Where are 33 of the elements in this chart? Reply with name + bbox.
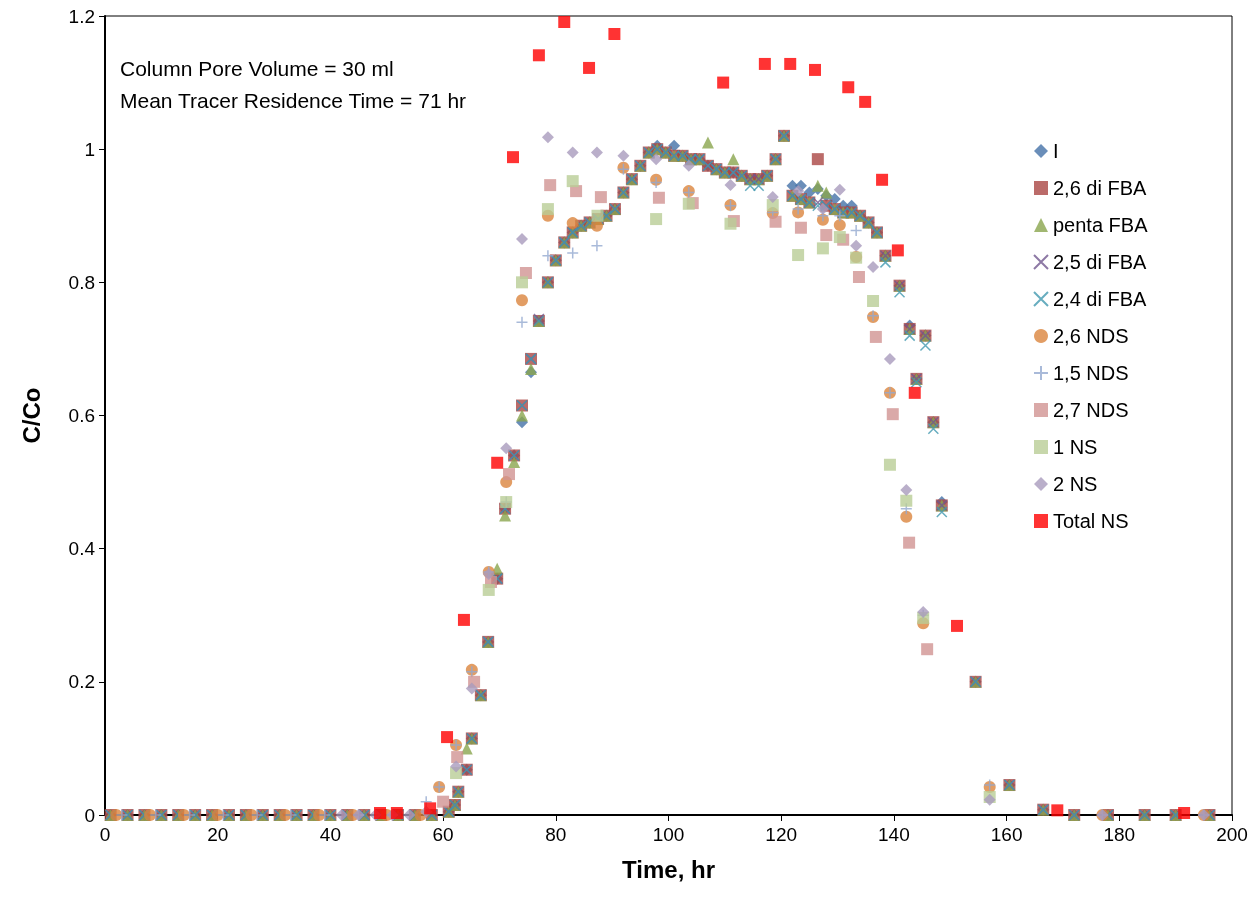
x-tick-label: 100 — [652, 824, 685, 845]
x-tick-label: 80 — [545, 824, 567, 845]
y-tick-label: 0.4 — [68, 538, 96, 560]
x-tick-label: 20 — [207, 824, 229, 845]
legend-label: 2,6 NDS — [1053, 325, 1129, 347]
legend-label: 2,6 di FBA — [1053, 177, 1148, 199]
annotation: Mean Tracer Residence Time = 71 hr — [120, 89, 467, 112]
legend-label: 2,4 di FBA — [1053, 288, 1148, 310]
x-tick-label: 120 — [765, 824, 798, 845]
x-tick-label: 140 — [878, 824, 910, 845]
y-axis-title: C/Co — [17, 387, 45, 444]
legend-label: penta FBA — [1053, 214, 1149, 236]
y-tick-label: 1 — [84, 138, 95, 160]
legend-label: 2,7 NDS — [1053, 399, 1129, 421]
x-tick-label: 160 — [990, 824, 1023, 845]
legend-label: 2,5 di FBA — [1053, 251, 1148, 273]
x-tick-label: 180 — [1103, 824, 1136, 845]
x-tick-label: 40 — [319, 824, 341, 845]
legend-label: 1 NS — [1053, 436, 1098, 458]
y-tick-label: 0.8 — [68, 271, 95, 293]
legend-label: 1,5 NDS — [1053, 362, 1129, 384]
y-tick-label: 0.6 — [68, 405, 95, 426]
x-tick-label: 0 — [99, 824, 111, 845]
legend-label: I — [1053, 140, 1059, 162]
x-tick-label: 60 — [432, 824, 454, 845]
y-tick-label: 1.2 — [68, 5, 95, 27]
annotation: Column Pore Volume = 30 ml — [120, 57, 394, 80]
legend-label: 2 NS — [1053, 473, 1098, 495]
x-tick-label: 200 — [1216, 824, 1248, 845]
y-tick-label: 0.2 — [68, 671, 95, 693]
y-tick-label: 0 — [84, 804, 95, 826]
x-axis-title: Time, hr — [622, 855, 715, 883]
legend-label: Total NS — [1053, 510, 1129, 532]
